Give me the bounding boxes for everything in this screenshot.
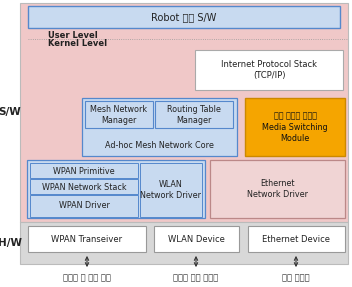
Text: WPAN Network Stack: WPAN Network Stack: [42, 183, 126, 191]
Bar: [195, 50, 343, 90]
Text: 라우팅 및 제어 정보: 라우팅 및 제어 정보: [63, 274, 111, 282]
Text: WPAN Primitive: WPAN Primitive: [53, 166, 115, 175]
Text: H/W: H/W: [0, 238, 22, 248]
Text: S/W: S/W: [0, 107, 21, 117]
Text: WPAN Transeiver: WPAN Transeiver: [51, 234, 122, 243]
Text: Ethernet
Network Driver: Ethernet Network Driver: [247, 179, 308, 199]
Bar: [30, 195, 138, 217]
Bar: [154, 226, 239, 252]
Bar: [245, 98, 345, 156]
Text: WPAN Driver: WPAN Driver: [58, 201, 109, 210]
Bar: [155, 101, 233, 128]
Text: Internet Protocol Stack
(TCP/IP): Internet Protocol Stack (TCP/IP): [221, 60, 317, 80]
Text: 대용량 고속 데이터: 대용량 고속 데이터: [174, 274, 219, 282]
Text: Ad-hoc Mesh Network Core: Ad-hoc Mesh Network Core: [105, 141, 214, 150]
Text: User Level: User Level: [48, 30, 98, 40]
Text: Ethernet Device: Ethernet Device: [262, 234, 330, 243]
Text: WLAN
Network Driver: WLAN Network Driver: [140, 180, 201, 200]
Text: Kernel Level: Kernel Level: [48, 38, 107, 48]
Bar: [20, 3, 348, 222]
Text: 로봇 데이터: 로봇 데이터: [282, 274, 310, 282]
Bar: [82, 98, 237, 156]
Text: 고속 대용량 데이터
Media Switching
Module: 고속 대용량 데이터 Media Switching Module: [262, 111, 328, 143]
Bar: [28, 226, 146, 252]
Bar: [210, 160, 345, 218]
Bar: [85, 101, 153, 128]
Text: Routing Table
Manager: Routing Table Manager: [167, 105, 221, 125]
Bar: [27, 160, 205, 218]
Bar: [28, 6, 340, 28]
Bar: [20, 222, 348, 264]
Bar: [140, 163, 202, 217]
Bar: [248, 226, 345, 252]
Bar: [30, 179, 138, 194]
Bar: [30, 163, 138, 178]
Text: Robot 연동 S/W: Robot 연동 S/W: [151, 12, 217, 22]
Text: WLAN Device: WLAN Device: [168, 234, 225, 243]
Text: Mesh Network
Manager: Mesh Network Manager: [90, 105, 147, 125]
